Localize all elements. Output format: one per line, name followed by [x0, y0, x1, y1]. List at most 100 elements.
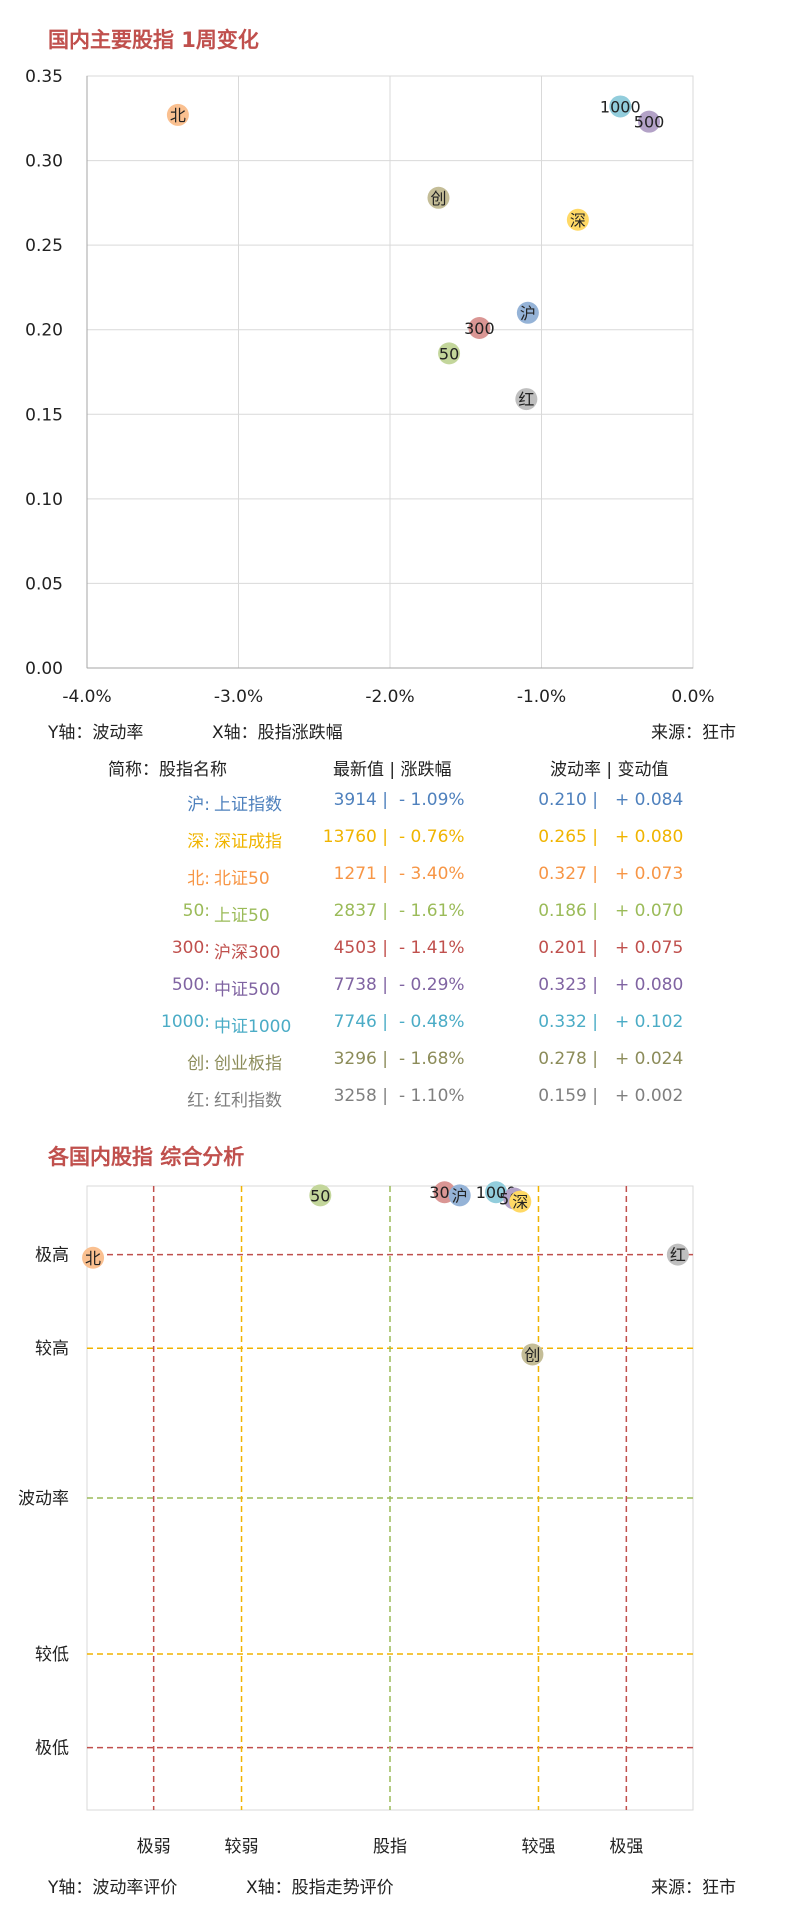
table-row-vol: 0.265 | [538, 827, 598, 847]
chart1-point-500 [638, 110, 661, 133]
table-row-vol: 0.159 | [538, 1086, 598, 1106]
table-row-name: 深证成指 [214, 832, 282, 852]
table-row-last: 13760 | [322, 827, 388, 847]
chart2-point-沪 [448, 1184, 471, 1207]
chart1-x-tick-label: -3.0% [214, 687, 263, 707]
table-row-short: 300: [171, 938, 210, 958]
chart1-y-tick-label: 0.30 [25, 152, 63, 172]
table-row-name: 中证500 [214, 980, 281, 1000]
table-row-last: 4503 | [333, 938, 388, 958]
chart1-point-label: 1000 [600, 97, 641, 116]
chart1-point-label: 红 [518, 390, 534, 409]
chart2-y-level-label: 极低 [35, 1739, 69, 1759]
table-row-vol-change: + 0.102 [615, 1012, 684, 1032]
chart2-point-创 [521, 1343, 544, 1366]
table-row-vol-change: + 0.084 [615, 790, 684, 810]
table-row-name: 北证50 [214, 869, 270, 889]
chart2-x-level-label: 较弱 [225, 1837, 259, 1857]
table-row-name: 红利指数 [214, 1091, 282, 1111]
chart2-y-level-label: 较低 [35, 1645, 69, 1665]
table-row-vol-change: + 0.024 [615, 1049, 684, 1069]
table-row-short: 红: [187, 1091, 210, 1111]
table-row-short: 500: [171, 975, 210, 995]
table-row-last: 3914 | [333, 790, 388, 810]
chart1-y-tick-label: 0.25 [25, 236, 63, 256]
chart1-point-label: 北 [170, 106, 186, 125]
table-row-last: 7746 | [333, 1012, 388, 1032]
table-row-vol-change: + 0.070 [615, 901, 684, 921]
table-row-vol: 0.323 | [538, 975, 598, 995]
table-row-change: - 0.48% [399, 1012, 465, 1032]
chart1-point-300 [468, 317, 491, 340]
chart1-y-tick-label: 0.15 [25, 405, 63, 425]
chart1-y-tick-label: 0.10 [25, 490, 63, 510]
table-header-last: 最新值 | 涨跌幅 [333, 760, 452, 780]
chart1-x-caption: X轴：股指涨跌幅 [212, 723, 343, 743]
chart2-title: 各国内股指 综合分析 [48, 1145, 245, 1169]
chart1-point-创 [427, 186, 450, 209]
table-row-vol-change: + 0.080 [615, 975, 684, 995]
chart1-point-label: 沪 [520, 304, 536, 323]
chart2-point-北 [82, 1246, 105, 1269]
table-row-short: 北: [187, 869, 210, 889]
table-header-name: 简称：股指名称 [108, 760, 227, 780]
chart2-y-level-label: 极高 [35, 1246, 69, 1266]
table-row-change: - 3.40% [399, 864, 465, 884]
chart2-point-label: 创 [524, 1345, 540, 1364]
table-row-vol: 0.201 | [538, 938, 598, 958]
table-row-vol: 0.332 | [538, 1012, 598, 1032]
table-row-vol: 0.278 | [538, 1049, 598, 1069]
table-row-last: 3258 | [333, 1086, 388, 1106]
table-row-name: 沪深300 [214, 943, 281, 963]
table-row-name: 创业板指 [214, 1054, 282, 1074]
chart1-point-北 [166, 103, 189, 126]
table-row-vol: 0.327 | [538, 864, 598, 884]
chart2-point-label: 沪 [452, 1186, 468, 1205]
chart2-point-label: 50 [310, 1186, 330, 1205]
chart1-point-沪 [516, 301, 539, 324]
chart1-x-tick-label: -4.0% [62, 687, 111, 707]
chart2-point-label: 红 [670, 1246, 686, 1265]
table-row-short: 50: [182, 901, 210, 921]
chart2-point-1000 [485, 1181, 508, 1204]
table-row-change: - 0.29% [399, 975, 465, 995]
table-row-change: - 1.41% [399, 938, 465, 958]
chart2-point-label: 深 [512, 1193, 528, 1212]
table-row-short: 深: [187, 832, 210, 852]
chart1-point-1000 [609, 95, 632, 118]
table-row-change: - 0.76% [399, 827, 465, 847]
chart2-x-level-label: 股指 [373, 1837, 407, 1857]
chart2-y-caption: Y轴：波动率评价 [48, 1878, 178, 1898]
table-row-change: - 1.61% [399, 901, 465, 921]
table-row-change: - 1.10% [399, 1086, 465, 1106]
table-row-vol-change: + 0.002 [615, 1086, 684, 1106]
chart1-y-tick-label: 0.35 [25, 67, 63, 87]
chart1-point-label: 深 [570, 211, 586, 230]
chart2-x-level-label: 极强 [609, 1837, 643, 1857]
table-row-name: 上证指数 [214, 795, 282, 815]
chart1-x-tick-label: -2.0% [365, 687, 414, 707]
chart2-y-level-label: 波动率 [18, 1489, 69, 1509]
table-row-change: - 1.68% [399, 1049, 465, 1069]
chart1-title: 国内主要股指 1周变化 [48, 28, 259, 52]
chart1-source: 来源：狂市 [651, 723, 736, 743]
chart1-point-label: 创 [430, 189, 446, 208]
chart1-x-tick-label: -1.0% [517, 687, 566, 707]
chart2-point-50 [309, 1184, 332, 1207]
chart1-y-caption: Y轴：波动率 [48, 723, 144, 743]
table-row-vol: 0.186 | [538, 901, 598, 921]
table-row-last: 1271 | [333, 864, 388, 884]
chart1-y-tick-label: 0.00 [25, 659, 63, 679]
table-header-vol: 波动率 | 变动值 [550, 760, 669, 780]
chart2-y-level-label: 较高 [35, 1339, 69, 1359]
table-row-name: 上证50 [214, 906, 270, 926]
table-row-name: 中证1000 [214, 1017, 292, 1037]
table-row-vol-change: + 0.075 [615, 938, 684, 958]
chart1-y-tick-label: 0.05 [25, 574, 63, 594]
chart1-point-红 [515, 388, 538, 411]
chart2-point-label: 北 [85, 1249, 101, 1268]
chart1-point-50 [438, 342, 461, 365]
chart2-source: 来源：狂市 [651, 1878, 736, 1898]
table-row-vol-change: + 0.073 [615, 864, 684, 884]
